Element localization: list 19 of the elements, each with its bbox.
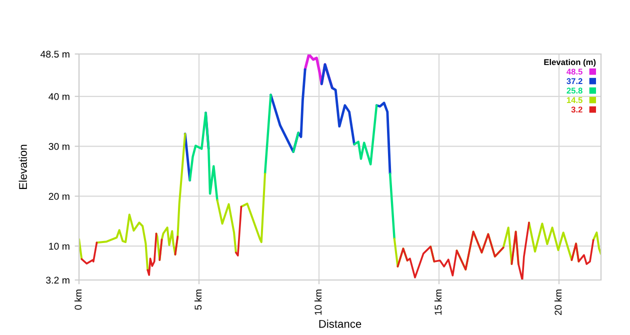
x-tick-label: 20 km	[554, 290, 562, 316]
x-tick-label: 0 km	[74, 290, 82, 310]
y-tick-label: 10 m	[49, 242, 70, 250]
legend-title: Elevation (m)	[544, 59, 596, 67]
legend-label: 3.2	[571, 106, 582, 113]
y-tick-label: 48.5 m	[40, 50, 70, 58]
x-tick-label: 15 km	[434, 290, 442, 315]
y-tick-label: 3.2 m	[46, 276, 70, 284]
x-axis-title: Distance	[319, 320, 362, 328]
legend-label: 14.5	[566, 97, 582, 104]
legend-label: 37.2	[566, 78, 582, 84]
x-tick-label: 5 km	[194, 290, 202, 310]
legend-label: 48.5	[566, 68, 582, 75]
x-tick-label: 10 km	[314, 290, 322, 315]
legend-label: 25.8	[566, 88, 582, 94]
y-tick-label: 20 m	[48, 192, 70, 200]
y-tick-label: 40 m	[48, 93, 70, 100]
y-axis-title: Elevation	[18, 144, 27, 189]
y-tick-label: 30 m	[48, 143, 70, 150]
